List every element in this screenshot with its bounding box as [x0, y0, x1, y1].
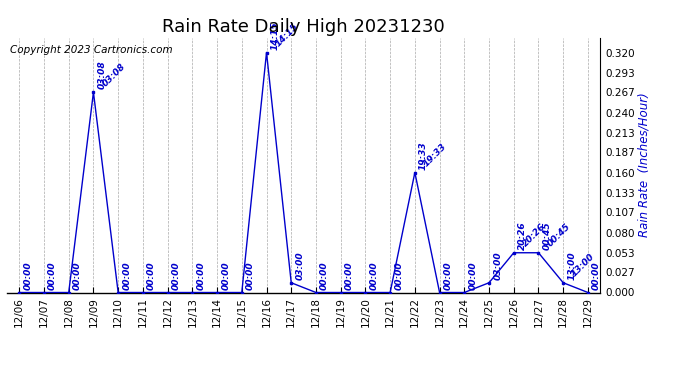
- Text: 00:00: 00:00: [370, 261, 379, 290]
- Text: 00:00: 00:00: [23, 261, 32, 290]
- Y-axis label: Rain Rate  (Inches/Hour): Rain Rate (Inches/Hour): [638, 93, 651, 237]
- Text: 00:45: 00:45: [542, 221, 551, 250]
- Text: 00:00: 00:00: [345, 261, 354, 290]
- Text: 00:00: 00:00: [246, 261, 255, 290]
- Text: 19:33: 19:33: [422, 142, 448, 168]
- Text: 00:00: 00:00: [444, 261, 453, 290]
- Text: 00:00: 00:00: [73, 261, 82, 290]
- Text: 13:00: 13:00: [567, 251, 576, 280]
- Text: 00:00: 00:00: [320, 261, 329, 290]
- Text: 00:00: 00:00: [592, 261, 601, 290]
- Text: 03:00: 03:00: [295, 251, 304, 280]
- Text: 14:15: 14:15: [273, 22, 300, 48]
- Text: Copyright 2023 Cartronics.com: Copyright 2023 Cartronics.com: [10, 45, 172, 55]
- Text: 00:00: 00:00: [147, 261, 156, 290]
- Text: 00:00: 00:00: [197, 261, 206, 290]
- Text: 00:00: 00:00: [394, 261, 403, 290]
- Text: 00:45: 00:45: [545, 222, 572, 249]
- Text: 03:08: 03:08: [100, 62, 127, 88]
- Text: 03:00: 03:00: [493, 251, 502, 280]
- Text: 14:15: 14:15: [270, 21, 279, 50]
- Text: 00:00: 00:00: [172, 261, 181, 290]
- Text: 00:00: 00:00: [122, 261, 131, 290]
- Text: 13:00: 13:00: [570, 252, 597, 279]
- Title: Rain Rate Daily High 20231230: Rain Rate Daily High 20231230: [162, 18, 445, 36]
- Text: 03:08: 03:08: [97, 61, 106, 90]
- Text: 20:26: 20:26: [521, 222, 547, 249]
- Text: 00:00: 00:00: [48, 261, 57, 290]
- Text: 00:00: 00:00: [221, 261, 230, 290]
- Text: 00:00: 00:00: [469, 261, 477, 290]
- Text: 20:26: 20:26: [518, 221, 527, 250]
- Text: 19:33: 19:33: [419, 141, 428, 170]
